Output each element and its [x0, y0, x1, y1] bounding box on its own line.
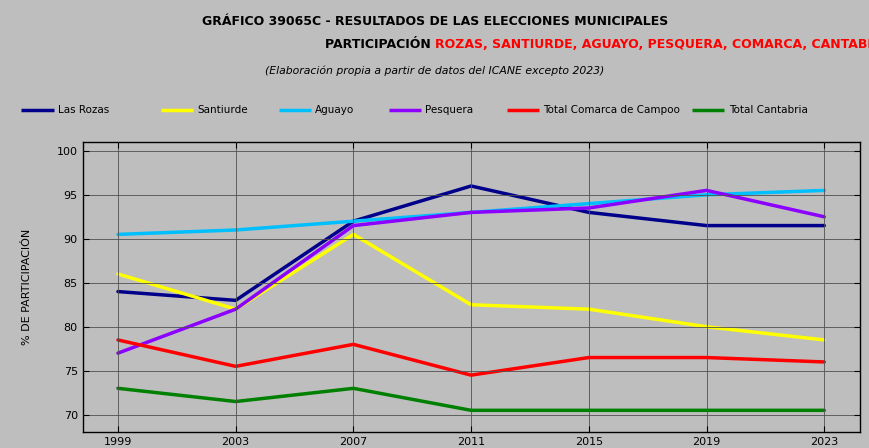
- Text: Total Comarca de Campoo: Total Comarca de Campoo: [542, 105, 679, 115]
- Y-axis label: % DE PARTICIPACIÓN: % DE PARTICIPACIÓN: [22, 229, 32, 345]
- Text: Santiurde: Santiurde: [196, 105, 248, 115]
- Text: ROZAS, SANTIURDE, AGUAYO, PESQUERA, COMARCA, CANTABRIA: ROZAS, SANTIURDE, AGUAYO, PESQUERA, COMA…: [434, 38, 869, 51]
- Text: Pesquera: Pesquera: [424, 105, 473, 115]
- Text: Aguayo: Aguayo: [315, 105, 354, 115]
- Text: (Elaboración propia a partir de datos del ICANE excepto 2023): (Elaboración propia a partir de datos de…: [265, 65, 604, 76]
- Text: PARTICIPACIÓN: PARTICIPACIÓN: [324, 38, 434, 51]
- Text: GRÁFICO 39065C - RESULTADOS DE LAS ELECCIONES MUNICIPALES: GRÁFICO 39065C - RESULTADOS DE LAS ELECC…: [202, 15, 667, 28]
- Text: Las Rozas: Las Rozas: [57, 105, 109, 115]
- Text: Total Cantabria: Total Cantabria: [728, 105, 806, 115]
